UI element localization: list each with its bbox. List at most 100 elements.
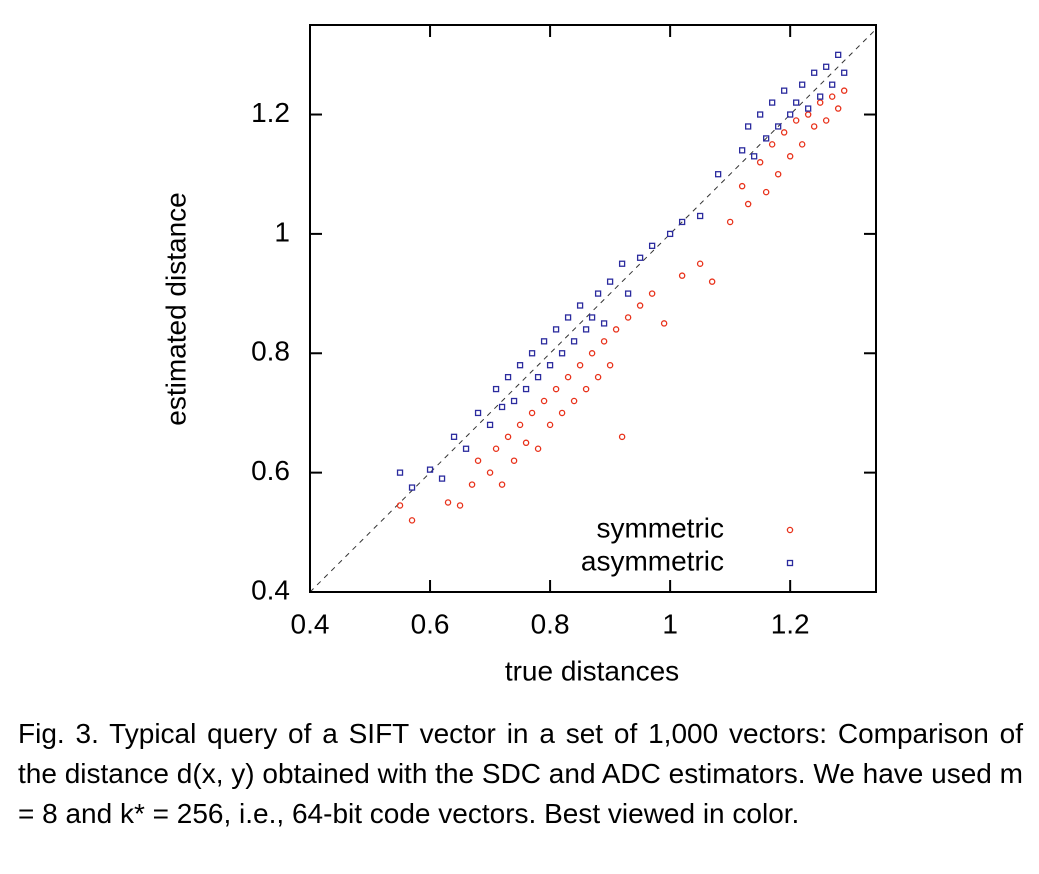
point — [546, 362, 554, 369]
y-tick-label: 1 — [274, 216, 290, 247]
point — [474, 409, 482, 417]
point — [745, 123, 752, 130]
point — [738, 182, 746, 190]
point — [708, 278, 716, 285]
point — [660, 320, 668, 327]
plot-frame — [309, 24, 877, 593]
y-tick-label: 1.2 — [251, 97, 290, 128]
caption: Fig. 3. Typical query of a SIFT vector i… — [18, 718, 1023, 829]
point — [468, 481, 476, 488]
point — [504, 373, 512, 381]
point — [696, 260, 704, 267]
point — [828, 93, 836, 100]
point — [552, 385, 560, 393]
point — [618, 260, 626, 267]
x-tick-label: 0.4 — [291, 608, 330, 639]
point — [624, 314, 632, 321]
point — [763, 135, 770, 142]
point — [751, 153, 758, 160]
point — [696, 212, 704, 220]
point — [606, 361, 614, 369]
point — [744, 200, 752, 208]
point — [582, 385, 590, 393]
point — [769, 99, 776, 106]
y-tick-label: 0.4 — [251, 574, 290, 605]
point — [594, 290, 602, 297]
y-axis-label: estimated distance — [160, 192, 191, 425]
x-tick-label: 0.6 — [411, 608, 450, 639]
point — [840, 87, 848, 94]
point — [426, 466, 434, 473]
point — [798, 141, 806, 148]
point — [528, 350, 536, 357]
point — [762, 188, 770, 196]
point — [456, 502, 464, 509]
point — [570, 338, 578, 345]
point — [540, 338, 548, 345]
point — [498, 403, 506, 411]
point — [780, 129, 788, 136]
point — [636, 254, 644, 261]
x-axis-label: true distances — [505, 655, 679, 686]
point — [726, 218, 734, 226]
point — [781, 87, 788, 94]
point — [799, 81, 806, 88]
point — [522, 385, 530, 393]
point — [786, 153, 794, 160]
chart: true distances estimated distance 0.4 0.6… — [160, 24, 877, 686]
point — [805, 105, 812, 112]
point — [498, 481, 506, 488]
point — [528, 409, 536, 417]
point — [804, 111, 812, 118]
point — [534, 373, 542, 381]
point — [793, 99, 800, 106]
point — [678, 272, 686, 279]
legend-label: symmetric — [596, 512, 724, 543]
point — [540, 397, 548, 405]
point — [546, 421, 554, 429]
point — [504, 433, 512, 441]
point — [588, 350, 596, 357]
point — [829, 81, 836, 88]
point — [787, 111, 794, 118]
point — [600, 338, 608, 345]
point — [576, 302, 584, 309]
point — [756, 159, 764, 166]
point — [552, 326, 560, 333]
point — [486, 469, 494, 476]
point — [576, 361, 584, 369]
point — [792, 117, 800, 124]
point — [588, 314, 596, 321]
point — [636, 302, 644, 309]
point — [666, 230, 674, 238]
point — [438, 475, 446, 482]
point — [570, 397, 578, 405]
point — [678, 218, 686, 226]
point — [834, 105, 842, 112]
point — [739, 147, 746, 154]
point — [522, 439, 530, 447]
x-tick-label: 1 — [662, 608, 678, 639]
point — [516, 421, 524, 429]
point — [612, 326, 620, 333]
point — [510, 397, 518, 405]
point — [774, 170, 782, 178]
point — [396, 502, 404, 509]
point — [600, 320, 608, 327]
point — [492, 385, 500, 393]
point — [516, 362, 524, 369]
point — [757, 111, 764, 118]
point — [775, 123, 782, 130]
y-tick-label: 0.6 — [251, 455, 290, 486]
point — [558, 409, 566, 417]
point — [564, 314, 572, 321]
legend-marker — [786, 559, 794, 567]
point — [768, 141, 776, 148]
x-tick-label: 0.8 — [531, 608, 570, 639]
point — [714, 171, 722, 178]
point — [486, 421, 494, 429]
point — [606, 278, 614, 285]
point — [648, 290, 656, 297]
point — [408, 484, 416, 491]
